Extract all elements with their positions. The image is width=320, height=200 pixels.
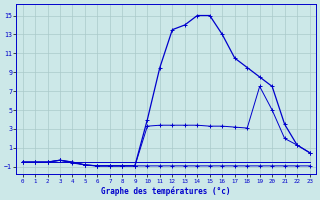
X-axis label: Graphe des températures (°c): Graphe des températures (°c) <box>101 186 231 196</box>
